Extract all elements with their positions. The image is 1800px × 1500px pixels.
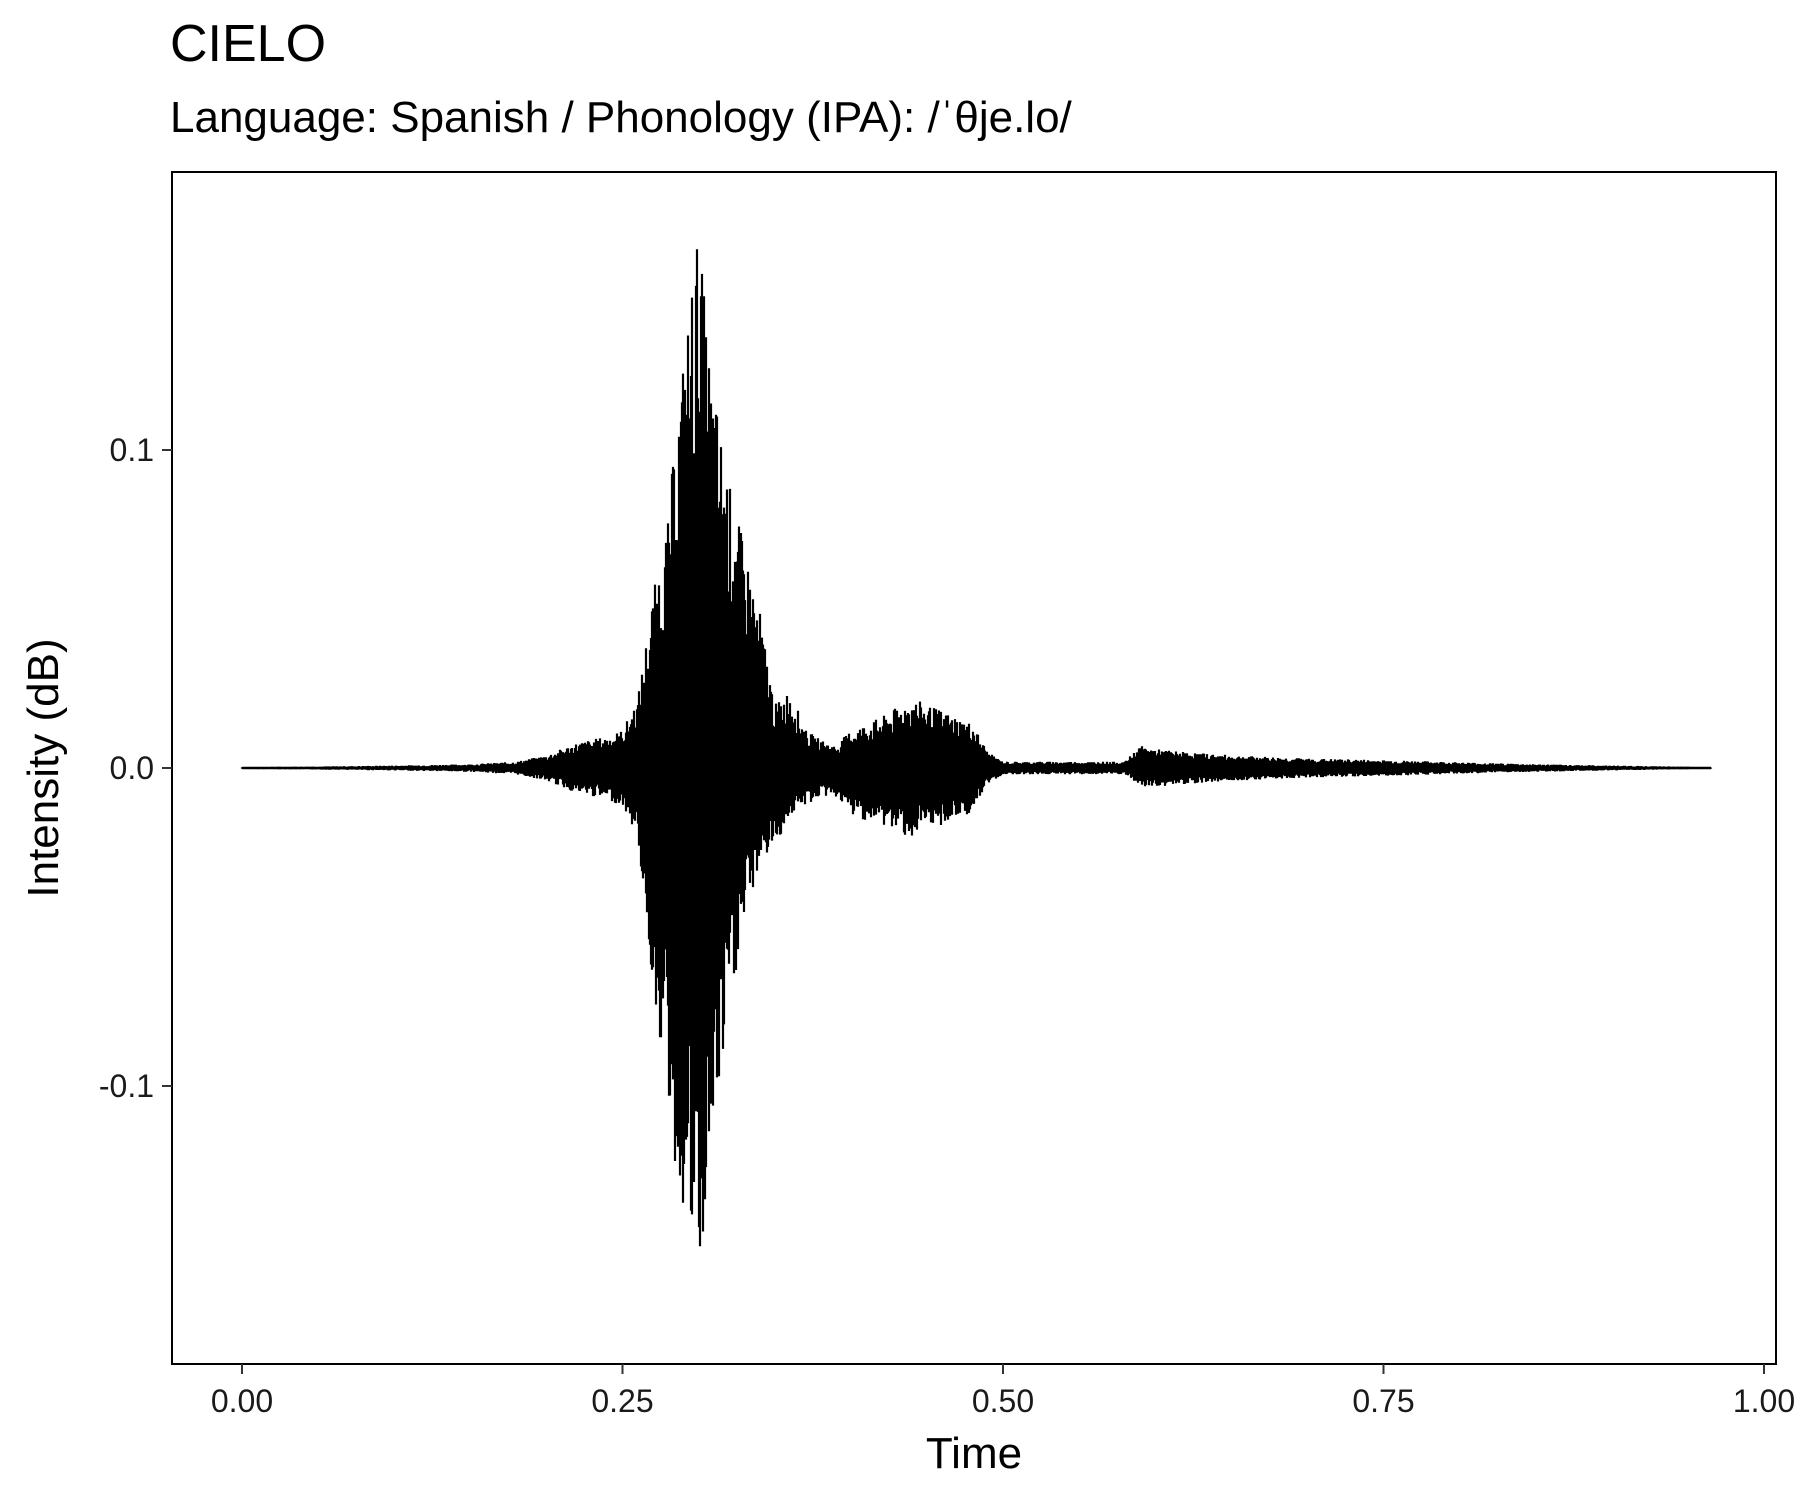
waveform-series xyxy=(240,249,1713,1247)
y-tick-label: 0.0 xyxy=(110,750,154,786)
x-axis-title: Time xyxy=(926,1429,1022,1478)
x-tick-label: 0.50 xyxy=(972,1383,1034,1419)
y-axis: -0.1 0.0 0.1 xyxy=(99,432,172,1104)
x-axis: 0.00 0.25 0.50 0.75 1.00 xyxy=(211,1364,1795,1419)
chart-subtitle: Language: Spanish / Phonology (IPA): /ˈθ… xyxy=(170,93,1072,142)
x-tick-label: 0.25 xyxy=(591,1383,653,1419)
x-tick-label: 0.00 xyxy=(211,1383,273,1419)
y-axis-title: Intensity (dB) xyxy=(19,638,68,897)
waveform-line xyxy=(240,249,1713,1247)
x-tick-label: 0.75 xyxy=(1352,1383,1414,1419)
y-tick-label: 0.1 xyxy=(110,432,154,468)
y-tick-label: -0.1 xyxy=(99,1068,154,1104)
x-tick-label: 1.00 xyxy=(1733,1383,1795,1419)
chart-title: CIELO xyxy=(170,15,327,73)
